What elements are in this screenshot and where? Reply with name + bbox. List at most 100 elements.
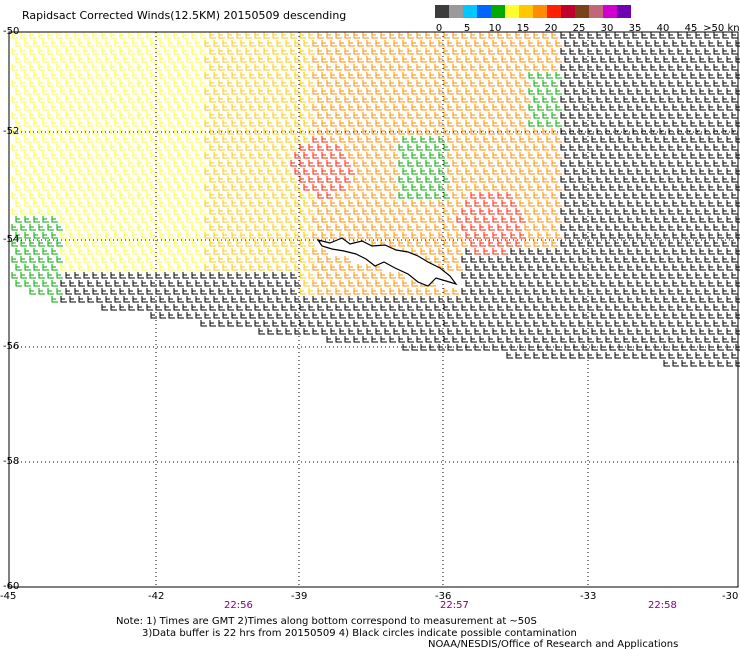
wind-barb xyxy=(51,152,58,159)
wind-barb xyxy=(726,136,733,143)
wind-barb xyxy=(65,192,72,199)
wind-barb xyxy=(704,192,711,199)
wind-barb xyxy=(492,328,499,335)
wind-barb xyxy=(218,176,225,183)
wind-barb xyxy=(708,312,715,319)
wind-barb xyxy=(591,72,598,79)
wind-barb xyxy=(24,184,31,191)
wind-barb xyxy=(416,176,423,183)
wind-barb xyxy=(308,144,315,151)
wind-barb xyxy=(69,296,76,303)
wind-barb xyxy=(213,120,220,127)
wind-barb xyxy=(213,184,220,191)
wind-barb xyxy=(528,88,535,95)
wind-barb xyxy=(452,160,459,167)
wind-barb xyxy=(438,120,445,127)
wind-barb xyxy=(483,104,490,111)
wind-barb xyxy=(515,48,522,55)
wind-barb xyxy=(555,88,562,95)
wind-barb xyxy=(375,184,382,191)
wind-barb xyxy=(177,40,184,47)
wind-barb xyxy=(573,104,580,111)
wind-barb xyxy=(452,32,459,39)
wind-barb xyxy=(92,96,99,103)
wind-barb xyxy=(150,120,157,127)
wind-barb xyxy=(69,216,76,223)
wind-barb xyxy=(420,328,427,335)
wind-barb xyxy=(686,320,693,327)
wind-barb xyxy=(398,64,405,71)
wind-barb xyxy=(353,96,360,103)
wind-barb xyxy=(497,320,504,327)
wind-barb xyxy=(618,104,625,111)
wind-barb xyxy=(722,240,729,247)
wind-barb xyxy=(209,224,216,231)
wind-barb xyxy=(326,192,333,199)
wind-barb xyxy=(272,304,279,311)
wind-barb xyxy=(87,168,94,175)
wind-barb xyxy=(497,64,504,71)
wind-barb xyxy=(447,328,454,335)
wind-barb xyxy=(182,224,189,231)
wind-barb xyxy=(173,160,180,167)
wind-barb xyxy=(479,272,486,279)
wind-barb xyxy=(699,216,706,223)
wind-barb xyxy=(618,88,625,95)
wind-barb xyxy=(578,64,585,71)
wind-barb xyxy=(528,152,535,159)
wind-barb xyxy=(164,144,171,151)
wind-barb xyxy=(731,336,738,343)
wind-barb xyxy=(204,296,211,303)
wind-barb xyxy=(317,224,324,231)
wind-barb xyxy=(551,320,558,327)
wind-barb xyxy=(407,80,414,87)
wind-barb xyxy=(285,296,292,303)
wind-barb xyxy=(110,240,117,247)
wind-barb xyxy=(141,280,148,287)
wind-barb xyxy=(380,192,387,199)
wind-barb xyxy=(33,56,40,63)
wind-barb xyxy=(443,32,450,39)
wind-barb xyxy=(276,136,283,143)
wind-barb xyxy=(69,120,76,127)
wind-barb xyxy=(398,336,405,343)
wind-barb xyxy=(555,104,562,111)
wind-barb xyxy=(245,304,252,311)
wind-barb xyxy=(101,112,108,119)
wind-barb xyxy=(195,152,202,159)
wind-barb xyxy=(24,248,31,255)
wind-barb xyxy=(596,352,603,359)
wind-barb xyxy=(141,232,148,239)
wind-barb xyxy=(393,200,400,207)
wind-barb xyxy=(362,64,369,71)
wind-barb xyxy=(636,312,643,319)
wind-barb xyxy=(164,176,171,183)
wind-barb xyxy=(614,144,621,151)
wind-barb xyxy=(74,208,81,215)
wind-barb xyxy=(551,256,558,263)
wind-barb xyxy=(290,64,297,71)
wind-barb xyxy=(465,280,472,287)
wind-barb xyxy=(537,184,544,191)
wind-barb xyxy=(159,312,166,319)
wind-barb xyxy=(605,320,612,327)
wind-barb xyxy=(204,280,211,287)
wind-barb xyxy=(713,160,720,167)
wind-barb xyxy=(83,48,90,55)
wind-barb xyxy=(546,200,553,207)
wind-barb xyxy=(186,56,193,63)
wind-barb xyxy=(623,304,630,311)
wind-barb xyxy=(470,336,477,343)
wind-barb xyxy=(222,104,229,111)
note-line-3: NOAA/NESDIS/Office of Research and Appli… xyxy=(428,639,679,650)
wind-barb xyxy=(515,256,522,263)
wind-barb xyxy=(528,40,535,47)
wind-barb xyxy=(384,40,391,47)
wind-barb xyxy=(141,184,148,191)
wind-barb xyxy=(560,192,567,199)
wind-barb xyxy=(227,176,234,183)
wind-barb xyxy=(60,280,67,287)
wind-barb xyxy=(249,72,256,79)
wind-barb xyxy=(74,224,81,231)
wind-barb xyxy=(515,128,522,135)
